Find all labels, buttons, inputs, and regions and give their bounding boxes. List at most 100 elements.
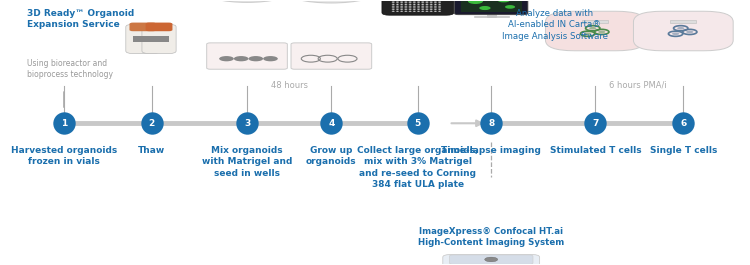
Circle shape [425,7,428,8]
FancyBboxPatch shape [382,0,454,15]
Circle shape [479,6,490,10]
Circle shape [248,56,263,61]
Circle shape [434,4,436,5]
Circle shape [686,31,693,33]
Circle shape [425,6,428,7]
Point [412,121,424,125]
Circle shape [422,11,424,12]
Circle shape [409,6,412,7]
Circle shape [234,56,248,61]
Point [241,121,253,125]
Circle shape [404,6,407,7]
Circle shape [430,4,433,5]
Point [590,121,602,125]
Circle shape [396,6,399,7]
Circle shape [430,11,433,12]
Point [485,121,497,125]
Text: 1: 1 [61,119,67,128]
Text: Grow up
organoids: Grow up organoids [306,146,357,166]
Text: 3D Ready™ Organoid
Expansion Service: 3D Ready™ Organoid Expansion Service [27,8,134,29]
Circle shape [413,7,416,8]
Circle shape [677,27,684,29]
Circle shape [409,7,412,8]
Bar [460,0,521,12]
Circle shape [392,6,394,7]
Circle shape [425,1,428,2]
Circle shape [417,4,420,5]
Circle shape [425,11,428,12]
Point [326,121,338,125]
Circle shape [400,9,403,10]
Circle shape [400,11,403,12]
Circle shape [430,6,433,7]
Circle shape [409,4,412,5]
Text: 6 hours PMA/i: 6 hours PMA/i [609,81,667,90]
Circle shape [263,56,278,61]
Circle shape [434,7,436,8]
Circle shape [422,1,424,2]
Circle shape [438,4,441,5]
Circle shape [430,1,433,2]
Circle shape [413,6,416,7]
FancyBboxPatch shape [454,0,528,15]
Text: Mix organoids
with Matrigel and
seed in wells: Mix organoids with Matrigel and seed in … [202,146,292,178]
Point [58,121,70,125]
Circle shape [425,2,428,3]
Text: Harvested organoids
frozen in vials: Harvested organoids frozen in vials [10,146,117,166]
Circle shape [434,9,436,10]
Circle shape [404,11,407,12]
Circle shape [434,1,436,2]
Circle shape [598,31,605,33]
Text: 8: 8 [488,119,494,128]
Circle shape [400,6,403,7]
Text: 7: 7 [592,119,598,128]
Circle shape [413,2,416,3]
FancyBboxPatch shape [634,11,734,51]
Ellipse shape [202,0,292,2]
Circle shape [417,1,420,2]
Circle shape [396,2,399,3]
FancyBboxPatch shape [291,43,372,69]
Circle shape [392,9,394,10]
Circle shape [404,1,407,2]
Circle shape [672,33,680,35]
Circle shape [413,11,416,12]
Circle shape [409,11,412,12]
Circle shape [404,2,407,3]
Circle shape [430,2,433,3]
Circle shape [438,2,441,3]
Circle shape [392,1,394,2]
Circle shape [430,9,433,10]
Circle shape [404,7,407,8]
Circle shape [396,1,399,2]
Circle shape [400,7,403,8]
FancyBboxPatch shape [146,23,172,31]
Text: Using bioreactor and
bioprocess technology: Using bioreactor and bioprocess technolo… [27,59,113,79]
Point [677,121,689,125]
Text: 2: 2 [148,119,154,128]
FancyBboxPatch shape [545,11,645,51]
Bar [134,36,153,42]
Circle shape [425,4,428,5]
Circle shape [468,0,483,4]
Circle shape [404,9,407,10]
Text: 4: 4 [328,119,334,128]
FancyBboxPatch shape [130,23,156,31]
Circle shape [422,6,424,7]
Circle shape [434,11,436,12]
Circle shape [497,0,510,2]
FancyBboxPatch shape [442,255,539,265]
Circle shape [422,4,424,5]
Circle shape [484,257,498,262]
Circle shape [438,9,441,10]
Circle shape [219,56,234,61]
Text: Collect large organoids,
mix with 3% Matrigel
and re-seed to Corning
384 flat UL: Collect large organoids, mix with 3% Mat… [357,146,478,189]
Circle shape [430,7,433,8]
Text: Analyze data with
AI-enabled IN Carta®
Image Analysis Software: Analyze data with AI-enabled IN Carta® I… [502,8,608,41]
Circle shape [396,9,399,10]
Circle shape [396,11,399,12]
Circle shape [417,7,420,8]
Circle shape [438,6,441,7]
Circle shape [409,1,412,2]
Circle shape [422,9,424,10]
